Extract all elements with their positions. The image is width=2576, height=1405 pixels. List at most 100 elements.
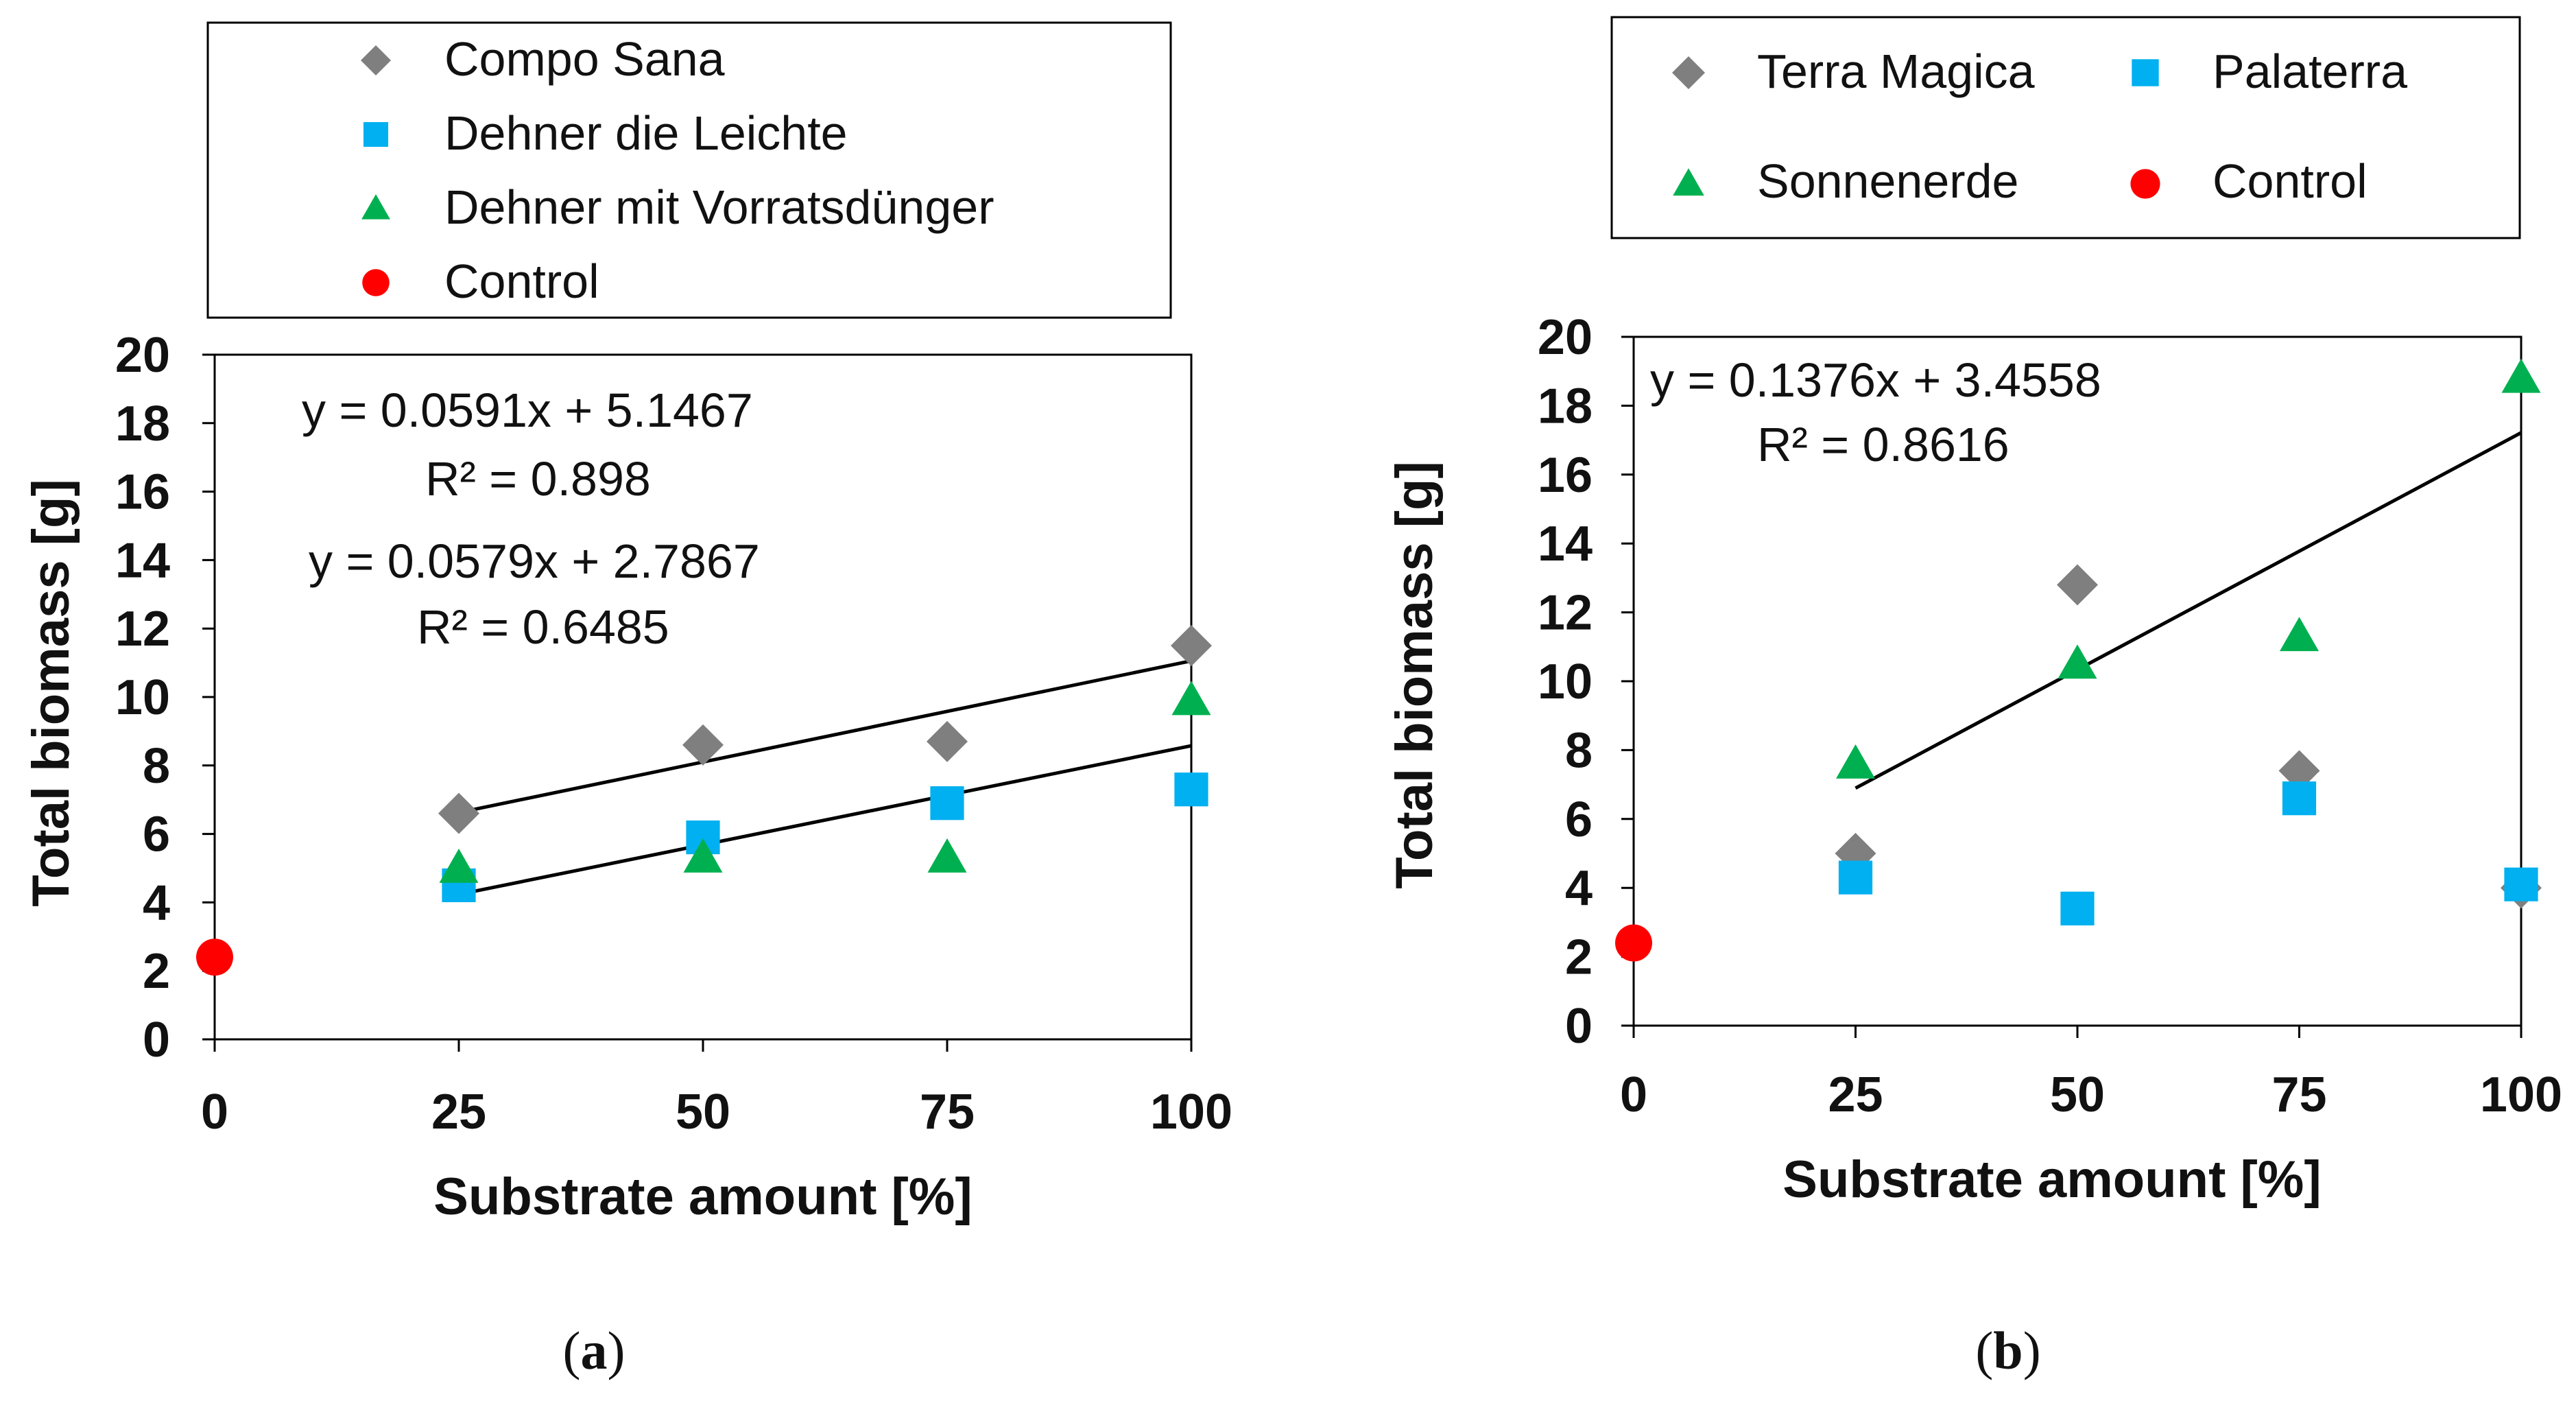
chart-b-legend-marker-triangle: [1673, 168, 1704, 196]
chart-a-point-diamond: [682, 724, 724, 766]
chart-a-panel-label: (a): [563, 1321, 625, 1380]
chart-b-point-square: [2282, 781, 2317, 816]
chart-b-point-triangle: [2058, 644, 2097, 679]
chart-a-y-tick-label: 6: [143, 807, 170, 862]
chart-a-r2-1: R² = 0.6485: [417, 600, 669, 654]
chart-b-trendline-0: [1855, 431, 2523, 790]
chart-a-y-tick-label: 0: [143, 1013, 170, 1067]
chart-b-legend-marker-circle: [2130, 169, 2160, 199]
chart-a-point-diamond: [438, 792, 479, 834]
chart-a-point-triangle: [439, 849, 479, 883]
chart-b-legend-label-0: Terra Magica: [1757, 45, 2035, 98]
chart-b-legend-marker-diamond: [1672, 56, 1705, 89]
chart-b-trendlines: [1855, 431, 2523, 790]
chart-a-y-tick-label: 16: [115, 465, 170, 520]
chart-b-x-axis-label: Substrate amount [%]: [1782, 1150, 2321, 1209]
chart-b-panel-letter: b: [1993, 1321, 2023, 1380]
chart-a-point-circle: [196, 938, 233, 976]
chart-a-y-axis-label: Total biomass [g]: [22, 479, 80, 907]
chart-b-y-tick-label: 12: [1538, 586, 1593, 641]
chart-b-y-tick-label: 20: [1538, 310, 1593, 365]
chart-b-y-tick-label: 4: [1565, 861, 1593, 916]
chart-b-y-tick-label: 6: [1565, 792, 1593, 847]
chart-a-point-diamond: [1171, 625, 1212, 667]
chart-a-y-tick-label: 12: [115, 602, 170, 657]
chart-b-r2-0: R² = 0.8616: [1757, 418, 2009, 471]
chart-b-point-triangle: [1836, 744, 1875, 779]
chart-a-legend-marker-square: [363, 121, 389, 147]
chart-a-legend-marker-triangle: [361, 194, 390, 220]
chart-b-y-tick-label: 14: [1538, 517, 1593, 571]
chart-a-y-tick-label: 10: [115, 670, 170, 725]
chart-b-y-axis-label: Total biomass [g]: [1385, 461, 1444, 889]
chart-a-x-tick-label: 25: [431, 1085, 486, 1140]
chart-b-legend-box: [1610, 16, 2521, 239]
chart-a-point-triangle: [1171, 681, 1211, 716]
chart-a-panel-letter: a: [581, 1321, 608, 1380]
chart-b-point-triangle: [2280, 617, 2319, 652]
chart-a-points: [196, 625, 1212, 976]
chart-b-legend-label-3: Control: [2213, 154, 2368, 208]
chart-a-y-tick-label: 8: [143, 739, 170, 794]
chart-a-legend-label-3: Control: [444, 255, 599, 308]
chart-b-y-tick-label: 0: [1565, 999, 1593, 1054]
chart-b-point-diamond: [2057, 564, 2098, 606]
chart-b-legend-markers: [1672, 56, 2160, 199]
chart-a-legend-box: [206, 21, 1172, 319]
chart-a-x-tick-label: 0: [201, 1085, 228, 1140]
chart-b-x-tick-label: 75: [2271, 1067, 2326, 1122]
chart-a-y-tick-label: 14: [115, 533, 170, 588]
chart-a-x-tick-label: 50: [676, 1085, 730, 1140]
chart-a-legend-label-1: Dehner die Leichte: [444, 106, 848, 160]
chart-a-eq-0: y = 0.0591x + 5.1467: [302, 383, 753, 437]
chart-a-legend-marker-circle: [362, 269, 390, 296]
chart-b-x-tick-label: 0: [1620, 1067, 1647, 1122]
chart-a-point-square: [930, 786, 964, 820]
chart-a-x-ticks: 0 25 50 75 100: [201, 1039, 1232, 1140]
chart-a-trendline-1: [458, 744, 1192, 897]
chart-b-y-ticks: 0 2 4 6 8 10 12 14 16 18 20: [1538, 310, 1634, 1054]
chart-a-legend-marker-diamond: [361, 45, 391, 75]
chart-a-point-triangle: [927, 838, 967, 873]
chart-a-trendlines: [458, 659, 1192, 897]
chart-b-x-tick-label: 25: [1828, 1067, 1883, 1122]
chart-a-y-tick-label: 18: [115, 397, 170, 451]
chart-a-plot-area: [213, 353, 1193, 1041]
chart-a-y-tick-label: 4: [143, 875, 170, 930]
chart-a-point-diamond: [927, 720, 968, 762]
chart-b-point-triangle: [2501, 358, 2541, 393]
chart-a-x-axis-label: Substrate amount [%]: [433, 1168, 972, 1226]
chart-b-legend-label-2: Sonnenerde: [1757, 154, 2018, 208]
chart-a-point-square: [1174, 772, 1208, 807]
chart-b-point-square: [1838, 860, 1873, 895]
chart-a-trendline-0: [458, 659, 1192, 814]
chart-b-point-square: [2504, 867, 2538, 901]
chart-a-point-triangle: [683, 838, 723, 873]
chart-b-point-square: [2060, 891, 2095, 925]
chart-b-y-tick-label: 2: [1565, 930, 1593, 985]
chart-a-x-tick-label: 75: [920, 1085, 975, 1140]
chart-a-legend-markers: [361, 45, 391, 296]
chart-b: Terra Magica Palaterra Sonnenerde Contro…: [1385, 16, 2562, 1380]
chart-a-x-tick-label: 100: [1150, 1085, 1232, 1140]
chart-a-r2-0: R² = 0.898: [425, 452, 651, 506]
chart-b-x-tick-label: 100: [2480, 1067, 2562, 1122]
chart-b-y-tick-label: 18: [1538, 379, 1593, 434]
chart-a-y-tick-label: 2: [143, 944, 170, 999]
chart-b-point-circle: [1615, 924, 1652, 962]
chart-a: Compo Sana Dehner die Leichte Dehner mit…: [22, 21, 1232, 1380]
chart-a-y-tick-label: 20: [115, 328, 170, 383]
chart-a-legend-label-0: Compo Sana: [444, 32, 725, 86]
chart-b-legend-marker-square: [2132, 59, 2159, 86]
chart-b-x-tick-label: 50: [2050, 1067, 2105, 1122]
chart-b-y-tick-label: 10: [1538, 654, 1593, 709]
chart-b-y-tick-label: 8: [1565, 723, 1593, 778]
chart-b-point-diamond: [2278, 750, 2320, 792]
chart-b-y-tick-label: 16: [1538, 448, 1593, 503]
chart-a-legend-label-2: Dehner mit Vorratsdünger: [444, 180, 994, 234]
chart-a-y-ticks: 0 2 4 6 8 10 12 14 16 18 20: [115, 328, 215, 1067]
chart-b-x-ticks: 0 25 50 75 100: [1620, 1026, 2562, 1122]
chart-a-eq-1: y = 0.0579x + 2.7867: [309, 534, 760, 588]
chart-b-points: [1615, 358, 2542, 962]
